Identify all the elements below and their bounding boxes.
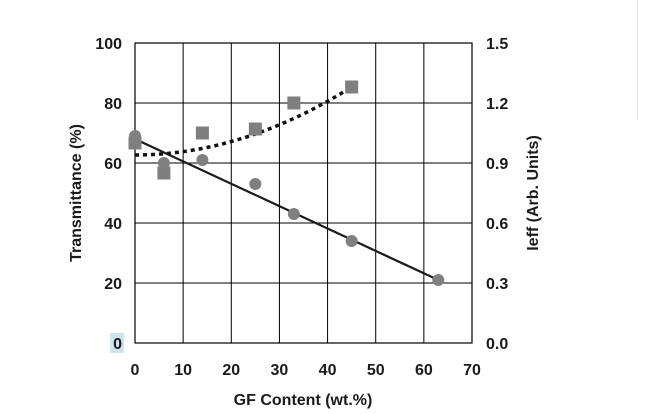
data-point-circle-1 [157, 157, 170, 169]
y-right-tick-label-0: 0.0 [486, 336, 508, 353]
data-point-circle-2 [196, 154, 209, 166]
y-left-tick-highlight [110, 333, 124, 353]
x-tick-label-0: 0 [131, 362, 140, 379]
y-left-axis-label: Transmittance (%) [68, 124, 85, 262]
data-point-square-5 [345, 80, 359, 94]
data-point-circle-5 [345, 235, 358, 247]
data-point-circle-4 [287, 208, 300, 220]
y-left-tick-label-0: 0 [113, 336, 122, 353]
data-point-square-4 [287, 96, 301, 110]
y-left-axis-ticks: 0 20 40 60 80 100 [95, 36, 124, 353]
trendline-dotted-1 [134, 85, 353, 157]
y-right-tick-label-5: 1.5 [486, 36, 508, 53]
data-point-square-0 [128, 136, 142, 150]
window-edge-divider [637, 0, 638, 120]
y-right-tick-label-4: 1.2 [486, 96, 508, 113]
y-left-tick-label-2: 40 [104, 216, 122, 233]
y-right-tick-label-2: 0.6 [486, 216, 508, 233]
y-right-tick-label-1: 0.3 [486, 276, 508, 293]
y-right-axis-label: Ieff (Arb. Units) [525, 135, 542, 251]
data-point-square-3 [248, 122, 262, 136]
y-left-tick-label-3: 60 [104, 156, 122, 173]
markers [128, 80, 445, 286]
trendline-linear-0 [134, 138, 439, 281]
data-point-square-1 [157, 166, 171, 180]
y-right-axis-ticks: 0.0 0.3 0.6 0.9 1.2 1.5 [486, 36, 508, 353]
y-left-tick-label-4: 80 [104, 96, 122, 113]
x-tick-label-2: 20 [222, 362, 240, 379]
x-tick-label-5: 50 [367, 362, 385, 379]
x-tick-label-1: 10 [174, 362, 192, 379]
trend-lines [134, 85, 439, 281]
x-tick-label-7: 70 [463, 362, 481, 379]
x-tick-label-6: 60 [415, 362, 433, 379]
grid [134, 42, 473, 344]
x-tick-label-4: 40 [319, 362, 337, 379]
y-left-tick-label-5: 100 [95, 36, 122, 53]
data-point-circle-3 [249, 178, 262, 190]
x-axis-label: GF Content (wt.%) [234, 392, 373, 409]
y-right-tick-label-3: 0.9 [486, 156, 508, 173]
x-axis-ticks: 0 10 20 30 40 50 60 70 [131, 362, 481, 379]
x-tick-label-3: 30 [271, 362, 289, 379]
data-point-circle-6 [432, 274, 445, 286]
plot-frame [134, 42, 473, 344]
y-left-tick-label-1: 20 [104, 276, 122, 293]
data-point-square-2 [195, 126, 209, 140]
